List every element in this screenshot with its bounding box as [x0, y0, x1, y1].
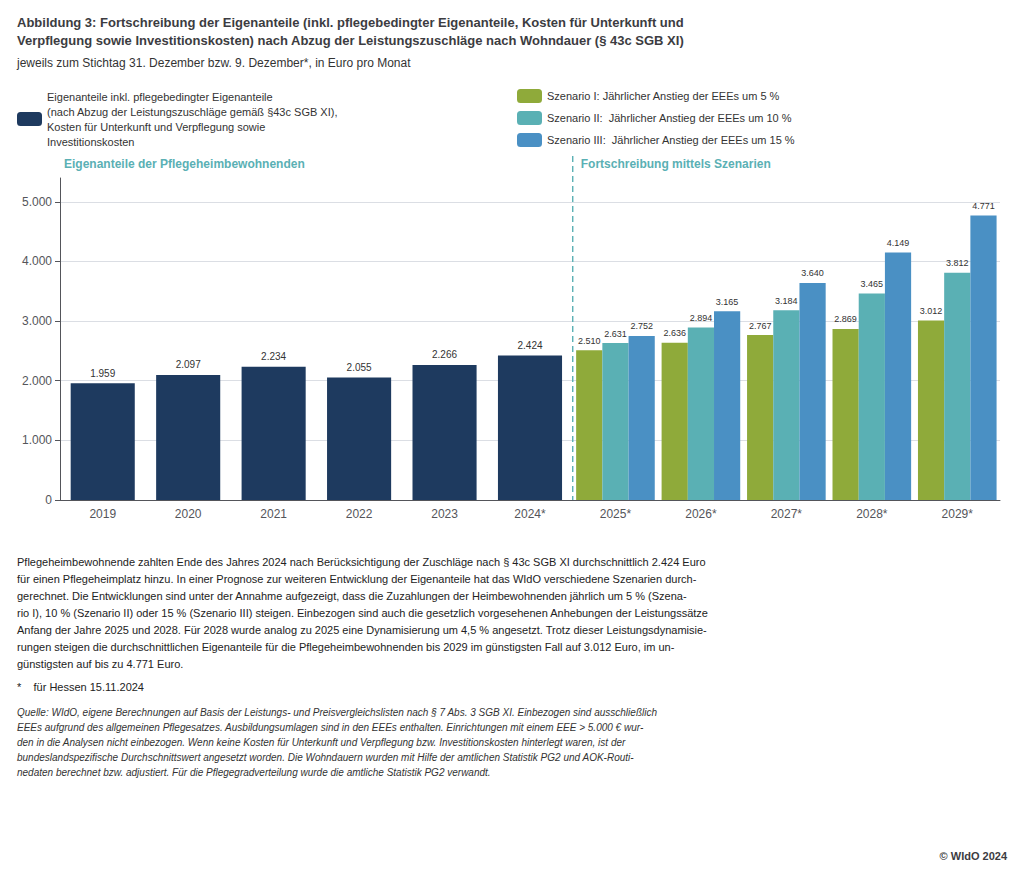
svg-text:2.266: 2.266	[432, 349, 457, 360]
svg-text:Kosten für Unterkunft und Verp: Kosten für Unterkunft und Verpflegung so…	[47, 121, 265, 133]
svg-text:2.000: 2.000	[22, 374, 52, 388]
svg-text:2027*: 2027*	[771, 507, 803, 521]
svg-text:3.812: 3.812	[946, 258, 969, 268]
svg-text:1.959: 1.959	[90, 368, 115, 379]
svg-text:Szenario II: Jährlicher Ansti: Szenario II: Jährlicher Anstieg der EEEs…	[547, 112, 792, 124]
svg-text:2.234: 2.234	[261, 351, 286, 362]
svg-text:Investitionskosten: Investitionskosten	[47, 136, 134, 148]
svg-text:* für Hessen 15.11.2024: * für Hessen 15.11.2024	[17, 681, 144, 693]
svg-text:2029*: 2029*	[942, 507, 974, 521]
svg-text:2.055: 2.055	[347, 362, 372, 373]
svg-text:2026*: 2026*	[685, 507, 717, 521]
svg-text:4.149: 4.149	[887, 238, 910, 248]
svg-text:Eigenanteile inkl. pflegebedin: Eigenanteile inkl. pflegebedingter Eigen…	[47, 91, 273, 103]
svg-text:3.184: 3.184	[775, 296, 798, 306]
svg-text:rio I), 10 % (Szenario II) ode: rio I), 10 % (Szenario II) oder 15 % (Sz…	[17, 607, 708, 619]
svg-text:Pflegeheimbewohnende zahlten E: Pflegeheimbewohnende zahlten Ende des Ja…	[17, 556, 706, 568]
svg-text:2022: 2022	[346, 507, 373, 521]
svg-text:Verpflegung sowie Investitions: Verpflegung sowie Investitionskosten) na…	[17, 33, 684, 48]
svg-text:3.165: 3.165	[716, 297, 739, 307]
svg-text:Szenario III: Jährlicher Anst: Szenario III: Jährlicher Anstieg der EEE…	[547, 134, 795, 146]
svg-text:gerechnet. Die Entwicklungen s: gerechnet. Die Entwicklungen sind unter …	[17, 590, 687, 602]
svg-text:2.097: 2.097	[176, 359, 201, 370]
svg-text:nedaten berechnet bzw. adjusti: nedaten berechnet bzw. adjustiert. Für d…	[17, 767, 491, 778]
svg-text:Anfang der Jahre 2025 und 2028: Anfang der Jahre 2025 und 2028. Für 2028…	[17, 624, 707, 636]
svg-text:2.752: 2.752	[630, 321, 653, 331]
svg-text:(nach Abzug der Leistungszusch: (nach Abzug der Leistungszuschläge gemäß…	[47, 106, 337, 118]
svg-text:den in die Analysen nicht einb: den in die Analysen nicht einbezogen. We…	[17, 737, 626, 748]
svg-text:5.000: 5.000	[22, 195, 52, 209]
svg-text:2.869: 2.869	[834, 314, 857, 324]
svg-text:Abbildung 3: Fortschreibung de: Abbildung 3: Fortschreibung der Eigenant…	[17, 15, 684, 30]
svg-text:3.000: 3.000	[22, 314, 52, 328]
svg-text:2025*: 2025*	[600, 507, 632, 521]
svg-text:2.767: 2.767	[749, 321, 772, 331]
svg-text:2023: 2023	[431, 507, 458, 521]
svg-text:2020: 2020	[175, 507, 202, 521]
svg-text:2.636: 2.636	[663, 328, 686, 338]
svg-text:1.000: 1.000	[22, 433, 52, 447]
svg-text:für einen Pflegeheimplatz hinz: für einen Pflegeheimplatz hinzu. In eine…	[17, 573, 697, 585]
svg-text:2024*: 2024*	[514, 507, 546, 521]
svg-text:günstigsten auf bis zu 4.771 E: günstigsten auf bis zu 4.771 Euro.	[17, 658, 183, 670]
svg-text:2.424: 2.424	[517, 340, 542, 351]
svg-text:3.012: 3.012	[920, 306, 943, 316]
svg-text:Szenario I: Jährlicher Anstieg: Szenario I: Jährlicher Anstieg der EEEs …	[547, 90, 780, 102]
svg-text:bundeslandspezifische Durchsch: bundeslandspezifische Durchschnittswert …	[17, 752, 634, 763]
svg-text:0: 0	[45, 493, 52, 507]
svg-text:Fortschreibung mittels Szenari: Fortschreibung mittels Szenarien	[581, 157, 771, 171]
svg-text:© WIdO 2024: © WIdO 2024	[940, 850, 1008, 862]
svg-text:2021: 2021	[260, 507, 287, 521]
svg-text:4.771: 4.771	[972, 201, 995, 211]
svg-text:jeweils zum Stichtag 31. Dezem: jeweils zum Stichtag 31. Dezember bzw. 9…	[16, 56, 411, 70]
svg-text:2.510: 2.510	[578, 336, 601, 346]
svg-text:EEEs aufgrund des allgemeinen: EEEs aufgrund des allgemeinen Pflegesatz…	[17, 722, 644, 733]
svg-text:Quelle: WIdO, eigene Berechnun: Quelle: WIdO, eigene Berechnungen auf Ba…	[17, 707, 657, 718]
svg-text:3.465: 3.465	[861, 279, 884, 289]
svg-text:2.631: 2.631	[604, 329, 627, 339]
svg-text:3.640: 3.640	[801, 268, 824, 278]
svg-text:2019: 2019	[89, 507, 116, 521]
svg-text:2028*: 2028*	[856, 507, 888, 521]
svg-text:Eigenanteile der Pflegeheimbew: Eigenanteile der Pflegeheimbewohnenden	[64, 157, 305, 171]
svg-text:rungen steigen die durchschnit: rungen steigen die durchschnittlichen Ei…	[17, 641, 675, 653]
svg-text:4.000: 4.000	[22, 254, 52, 268]
svg-text:2.894: 2.894	[690, 313, 713, 323]
